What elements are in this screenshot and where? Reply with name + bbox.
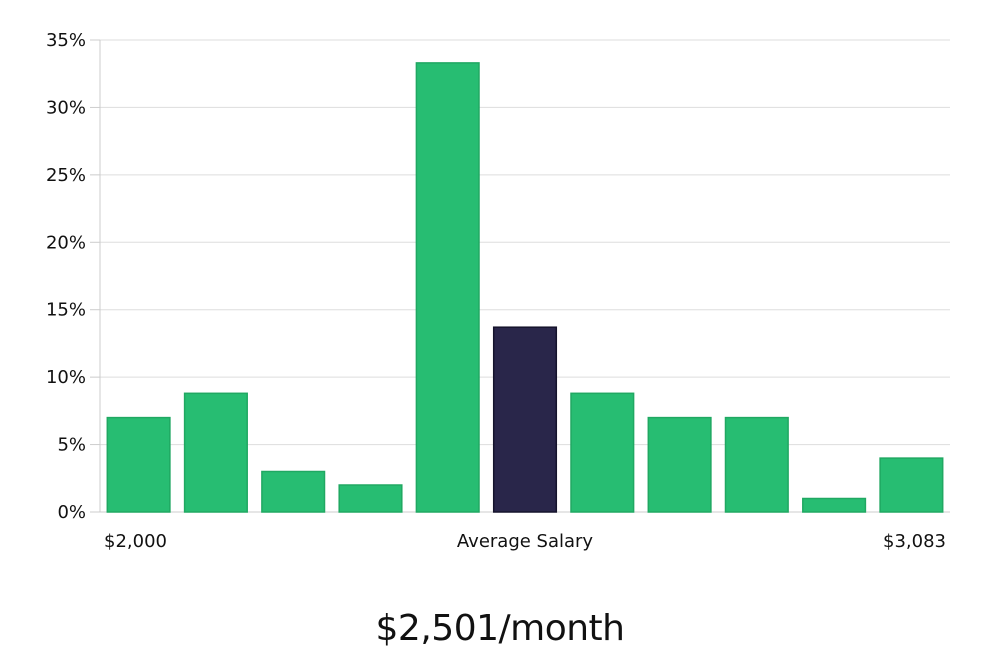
x-center-label: Average Salary <box>457 531 594 552</box>
bar <box>261 470 326 513</box>
bar <box>570 392 635 513</box>
bar-average-salary <box>492 326 558 513</box>
x-right-label: $3,083 <box>883 531 946 552</box>
bar <box>183 392 248 513</box>
grid <box>100 39 950 446</box>
bar <box>724 416 789 513</box>
bars <box>106 62 944 513</box>
y-tick-labels: 0% 5% 10% 15% 20% 25% 30% 35% <box>46 30 86 523</box>
y-tick-label: 35% <box>46 30 86 51</box>
salary-distribution-chart: 0% 5% 10% 15% 20% 25% 30% 35% $2,000 Average Sa… <box>46 30 950 552</box>
y-tick-label: 5% <box>57 435 86 456</box>
bar <box>415 62 480 513</box>
bar <box>647 416 712 513</box>
y-tick-label: 15% <box>46 300 86 321</box>
y-tick-label: 30% <box>46 97 86 118</box>
y-tick-label: 20% <box>46 232 86 253</box>
average-salary-caption: $2,501/month <box>375 608 625 649</box>
x-left-label: $2,000 <box>104 531 167 552</box>
bar <box>338 484 403 513</box>
bar <box>879 457 944 513</box>
y-tick-label: 25% <box>46 165 86 186</box>
y-tick-label: 10% <box>46 367 86 388</box>
bar <box>802 497 867 513</box>
y-tick-label: 0% <box>57 502 86 523</box>
bar <box>106 416 171 513</box>
